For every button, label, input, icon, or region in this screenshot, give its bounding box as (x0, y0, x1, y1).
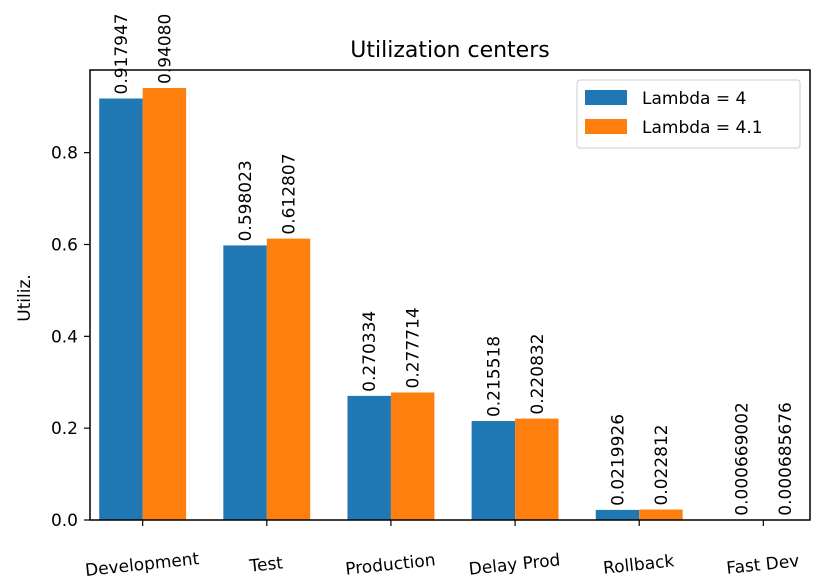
data-label-series1-5: 0.0219926 (608, 414, 628, 506)
y-tick-label-5: 0.8 (51, 144, 78, 164)
bar-series1-3 (347, 395, 391, 520)
bar-series2-4 (515, 418, 559, 520)
y-axis: 0.0 0.2 0.4 0.6 0.8 (51, 144, 90, 531)
legend-swatch-1 (585, 90, 627, 105)
x-tick-label-4: Delay Prod (468, 550, 562, 579)
legend-label-1: Lambda = 4 (642, 89, 746, 109)
bar-series2-2 (266, 238, 311, 521)
bar-series1-5 (595, 509, 640, 520)
legend-box (576, 79, 801, 149)
legend-swatch-2 (585, 119, 627, 134)
bar-series2-3 (390, 392, 435, 520)
legend: Lambda = 4 Lambda = 4.1 (576, 79, 801, 149)
y-axis-title: Utiliz. (15, 274, 35, 322)
bars-layer (99, 88, 807, 521)
data-label-series2-4: 0.220832 (528, 333, 548, 414)
chart-title: Utilization centers (350, 38, 549, 63)
data-label-series1-1: 0.917947 (112, 13, 132, 94)
data-label-series1-3: 0.270334 (360, 311, 380, 392)
data-label-series1-6: 0.000669002 (733, 402, 753, 516)
x-tick-label-1: Development (84, 549, 200, 580)
y-tick-label-1: 0.0 (51, 511, 78, 531)
bar-series2-5 (639, 509, 683, 520)
data-label-series2-2: 0.612807 (280, 153, 300, 234)
plot-frame (89, 69, 811, 521)
x-tick-label-5: Rollback (602, 551, 675, 578)
data-label-series1-2: 0.598023 (236, 160, 256, 241)
y-tick-label-2: 0.2 (51, 419, 78, 439)
x-tick-label-6: Fast Dev (725, 551, 800, 579)
legend-label-2: Lambda = 4.1 (642, 118, 763, 138)
data-label-series1-4: 0.215518 (484, 336, 504, 417)
data-label-series2-6: 0.000685676 (776, 402, 796, 516)
x-tick-label-2: Test (248, 553, 285, 577)
data-label-series2-1: 0.94080 (155, 14, 175, 84)
bar-series1-1 (99, 98, 143, 521)
y-tick-label-3: 0.4 (51, 327, 78, 347)
bar-series2-1 (142, 88, 187, 520)
bar-series1-2 (223, 245, 267, 520)
x-axis: Development Test Production Delay Prod Rollb… (84, 520, 800, 580)
data-label-series2-3: 0.277714 (404, 307, 424, 388)
y-tick-label-4: 0.6 (51, 235, 78, 255)
bar-series1-4 (471, 421, 516, 520)
data-label-series2-5: 0.022812 (652, 424, 672, 505)
x-tick-label-3: Production (344, 550, 436, 579)
data-labels-layer: 0.917947 0.598023 0.270334 0.215518 0.021992… (112, 13, 796, 515)
